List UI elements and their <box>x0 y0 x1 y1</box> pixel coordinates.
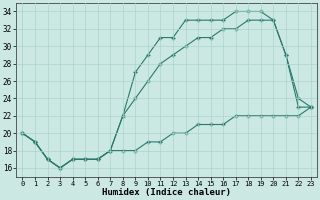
X-axis label: Humidex (Indice chaleur): Humidex (Indice chaleur) <box>102 188 231 197</box>
